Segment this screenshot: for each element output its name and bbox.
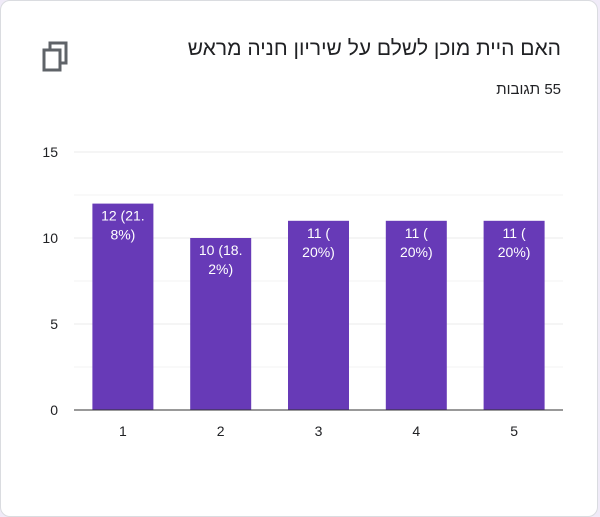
copy-icon (42, 41, 68, 72)
bar-data-label: 20%) (498, 244, 531, 260)
bar-data-label: 11 ( (405, 225, 428, 241)
bar-data-label: 20%) (400, 244, 433, 260)
bar-data-label: 12 (21. (101, 208, 145, 224)
bar (190, 238, 252, 410)
y-tick-label: 10 (42, 230, 58, 246)
bar-data-label: 11 ( (503, 225, 526, 241)
bar-data-label: 11 ( (307, 225, 330, 241)
bar (385, 220, 447, 410)
x-tick-label: 1 (119, 423, 127, 439)
response-count: 55 תגובות (496, 81, 561, 98)
bar-data-label: 8%) (110, 227, 135, 243)
bar-data-label: 2%) (208, 261, 233, 277)
chart-title: האם היית מוכן לשלם על שיריון חניה מראש (187, 37, 561, 60)
x-tick-label: 3 (315, 423, 323, 439)
x-tick-label: 4 (412, 423, 420, 439)
bar (92, 203, 154, 410)
bar (288, 220, 349, 410)
y-tick-label: 15 (42, 144, 58, 160)
bar (483, 220, 545, 410)
copy-chart-button[interactable] (35, 37, 71, 73)
bar-data-label: 20%) (302, 244, 335, 260)
x-tick-label: 2 (217, 423, 225, 439)
x-tick-label: 5 (510, 423, 518, 439)
y-tick-label: 0 (50, 402, 58, 418)
y-tick-label: 5 (50, 316, 58, 332)
bar-data-label: 10 (18. (199, 242, 243, 258)
